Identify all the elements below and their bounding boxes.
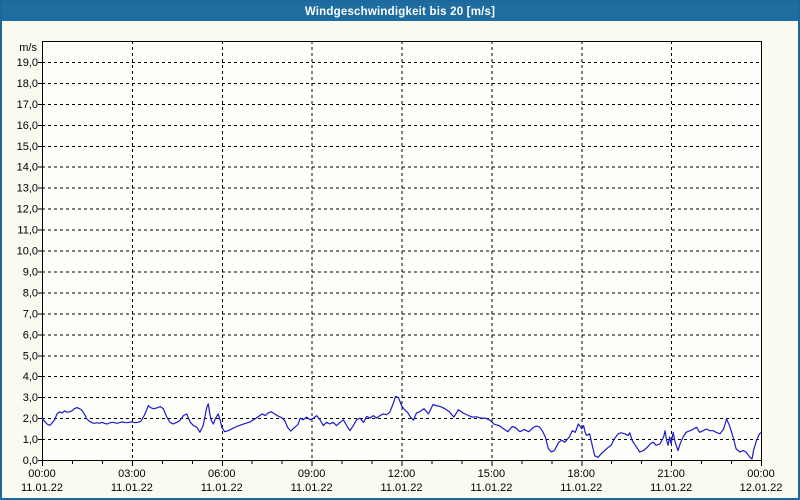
x-axis-time-labels: 00:00 03:00 06:00 09:00 12:00 15:00 18:00 21:00… bbox=[28, 468, 775, 480]
y-axis-ticks bbox=[38, 61, 42, 461]
x-date-label: 11.01.22 bbox=[650, 482, 692, 494]
y-tick-label: 7,0 bbox=[23, 308, 38, 320]
y-tick-label: 19,0 bbox=[17, 57, 38, 69]
y-tick-label: 1,0 bbox=[23, 434, 38, 446]
wind-speed-line bbox=[41, 395, 762, 460]
x-time-label: 21:00 bbox=[657, 468, 685, 480]
x-time-label: 15:00 bbox=[478, 468, 506, 480]
y-tick-label: 2,0 bbox=[23, 413, 38, 425]
y-axis-labels: 19,0 18,0 17,0 16,0 15,0 14,0 13,0 12,0 11,0 10,0… bbox=[17, 57, 38, 467]
y-tick-label: 16,0 bbox=[17, 120, 38, 132]
y-tick-label: 13,0 bbox=[17, 183, 38, 195]
y-tick-label: 18,0 bbox=[17, 78, 38, 90]
y-tick-label: 10,0 bbox=[17, 246, 38, 258]
x-date-label: 11.01.22 bbox=[111, 482, 153, 494]
y-tick-label: 14,0 bbox=[17, 162, 38, 174]
y-tick-label: 6,0 bbox=[23, 329, 38, 341]
y-tick-label: 3,0 bbox=[23, 392, 38, 404]
y-tick-label: 15,0 bbox=[17, 141, 38, 153]
x-axis-date-labels: 11.01.22 11.01.22 11.01.22 11.01.22 11.01.22… bbox=[21, 482, 782, 494]
x-time-label: 00:00 bbox=[28, 468, 56, 480]
y-tick-label: 17,0 bbox=[17, 99, 38, 111]
y-tick-label: 4,0 bbox=[23, 371, 38, 383]
y-tick-label: 12,0 bbox=[17, 204, 38, 216]
y-tick-label: 5,0 bbox=[23, 350, 38, 362]
vertical-gridlines bbox=[131, 41, 673, 460]
x-time-label: 00:00 bbox=[747, 468, 775, 480]
x-date-label: 11.01.22 bbox=[291, 482, 333, 494]
y-tick-label: 11,0 bbox=[17, 225, 38, 237]
x-date-label: 11.01.22 bbox=[380, 482, 422, 494]
y-axis-unit-label: m/s bbox=[19, 42, 37, 54]
x-date-label: 11.01.22 bbox=[21, 482, 63, 494]
x-time-label: 03:00 bbox=[118, 468, 146, 480]
x-time-label: 09:00 bbox=[298, 468, 326, 480]
x-time-label: 12:00 bbox=[388, 468, 416, 480]
x-time-label: 18:00 bbox=[567, 468, 595, 480]
x-date-label: 11.01.22 bbox=[201, 482, 243, 494]
y-tick-label: 9,0 bbox=[23, 266, 38, 278]
x-date-label: 11.01.22 bbox=[470, 482, 512, 494]
plot-border bbox=[42, 41, 762, 461]
x-date-label: 11.01.22 bbox=[560, 482, 602, 494]
title-bar: Windgeschwindigkeit bis 20 [m/s] bbox=[2, 2, 798, 21]
x-date-label: 12.01.22 bbox=[740, 482, 783, 494]
chart-title: Windgeschwindigkeit bis 20 [m/s] bbox=[304, 5, 496, 18]
y-tick-label: 0,0 bbox=[23, 455, 38, 467]
x-time-label: 06:00 bbox=[208, 468, 236, 480]
y-tick-label: 8,0 bbox=[23, 287, 38, 299]
